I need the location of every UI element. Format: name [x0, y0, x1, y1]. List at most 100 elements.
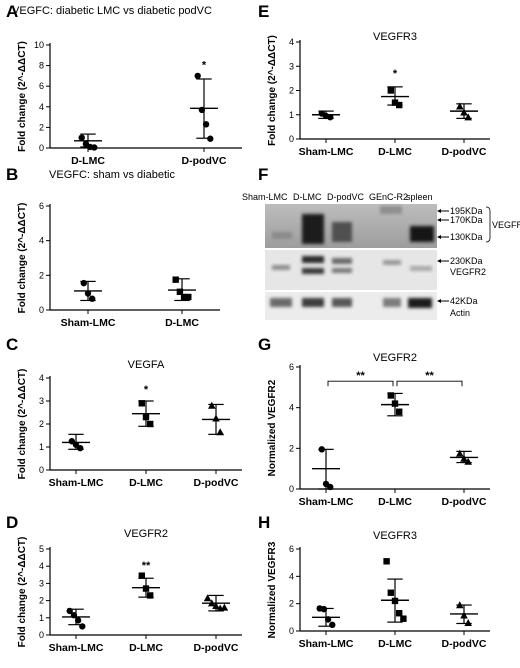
data-point: [216, 428, 224, 436]
y-axis-label: Fold change (2^-ΔΔCT): [267, 35, 278, 146]
y-axis-label: Fold change (2^-ΔΔCT): [17, 537, 28, 648]
series-sham-lmc: [74, 279, 102, 302]
series-d-lmc: [132, 400, 160, 428]
y-tick-label: 4: [39, 236, 44, 246]
data-point: [142, 585, 150, 592]
chart-title: VEGFR3: [373, 530, 417, 542]
data-point: [391, 400, 399, 407]
y-tick-label: 4: [289, 403, 294, 413]
series-sham-lmc: [312, 446, 340, 491]
marker-arrow: [437, 259, 441, 263]
y-axis-label: Normalized VEGFR2: [267, 379, 278, 476]
data-point: [79, 623, 86, 630]
marker-arrow: [437, 218, 441, 222]
y-tick-label: 3: [39, 578, 44, 588]
data-point: [208, 599, 216, 607]
data-point: [387, 589, 394, 596]
data-point: [464, 457, 472, 465]
data-point: [212, 601, 220, 609]
marker-arrow: [437, 209, 441, 213]
blot-lane-label: D-LMC: [293, 192, 322, 202]
comparison-bracket: [327, 380, 394, 387]
panel-label-h: H: [258, 513, 270, 532]
data-point: [84, 290, 92, 297]
y-tick-label: 4: [39, 561, 44, 571]
x-category-label: Sham-LMC: [49, 642, 104, 654]
y-axis-label: Fold change (2^-ΔΔCT): [17, 41, 28, 152]
panel-label-g: G: [258, 335, 271, 354]
chart-title: VEGFR2: [373, 352, 417, 364]
x-category-label: D-LMC: [165, 317, 199, 329]
blot-lane-label: GEnC-R2: [369, 192, 408, 202]
data-point: [74, 617, 82, 624]
data-point: [203, 594, 212, 602]
blot-band: [332, 222, 352, 242]
data-point: [320, 605, 328, 613]
y-tick-label: 2: [39, 419, 44, 429]
y-tick-label: 6: [289, 544, 294, 554]
blot-band: [380, 206, 402, 214]
y-tick-label: 2: [39, 122, 44, 132]
data-point: [212, 414, 220, 422]
significance-marker: *: [202, 60, 207, 72]
x-category-label: D-podVC: [442, 146, 487, 158]
panel-label-e: E: [258, 2, 269, 21]
y-tick-label: 0: [289, 626, 294, 636]
significance-marker: **: [425, 370, 434, 382]
series-d-podvc: [202, 401, 230, 436]
data-point: [387, 87, 394, 94]
series-d-lmc: [168, 276, 196, 302]
panel-label-c: C: [6, 335, 18, 354]
x-category-label: D-podVC: [194, 642, 239, 654]
data-point: [80, 279, 88, 287]
y-tick-label: 6: [289, 362, 294, 372]
data-point: [78, 134, 85, 141]
series-d-podvc: [202, 594, 230, 612]
data-point: [456, 449, 464, 457]
significance-marker: *: [393, 68, 398, 80]
chart-panel-d: VEGFR2 0 1 2 3 4 5 Fold change (2^-ΔΔCT) Sham-LM…: [17, 528, 242, 654]
data-point: [172, 276, 179, 283]
chart-title: VEGFC: sham vs diabetic: [49, 169, 175, 181]
y-tick-label: 2: [39, 270, 44, 280]
blot-band: [302, 256, 324, 263]
y-tick-label: 0: [39, 465, 44, 475]
blot-lane-label: spleen: [406, 192, 433, 202]
data-point: [77, 444, 84, 452]
y-tick-label: 6: [39, 81, 44, 91]
data-point: [202, 121, 210, 128]
blot-band: [332, 298, 352, 307]
x-category-label: D-podVC: [442, 638, 487, 650]
y-tick-label: 0: [289, 484, 294, 494]
data-point: [207, 135, 214, 142]
series-d-lmc: [381, 392, 409, 417]
data-point: [180, 293, 188, 301]
y-tick-label: 1: [39, 442, 44, 452]
y-tick-label: 0: [39, 630, 44, 640]
series-d-lmc: [381, 86, 409, 109]
blot-band: [332, 258, 352, 264]
data-point: [185, 293, 192, 301]
panel-label-f: F: [258, 165, 268, 184]
chart-title: VEGFR3: [373, 31, 417, 43]
data-point: [70, 612, 78, 619]
data-point: [460, 454, 468, 462]
blot-band: [302, 298, 324, 307]
blot-lane-label: Sham-LMC: [242, 192, 288, 202]
x-category-label: Sham-LMC: [61, 317, 116, 329]
y-tick-label: 0: [289, 134, 294, 144]
series-sham-lmc: [312, 110, 340, 121]
y-tick-label: 2: [289, 86, 294, 96]
chart-panel-g: VEGFR2 0 2 4 6 Normalized VEGFR2 Sham-LMC D-LMC…: [267, 352, 490, 508]
chart-panel-c: VEGFA 0 1 2 3 4 Fold change (2^-ΔΔCT) Sham-LMC D…: [17, 359, 242, 489]
data-point: [464, 113, 472, 121]
chart-title: VEGFC: diabetic LMC vs diabetic podVC: [12, 5, 212, 17]
significance-marker: **: [142, 560, 151, 572]
y-axis-label: Normalized VEGFR3: [267, 541, 278, 638]
blot-lane-label: D-podVC: [327, 192, 365, 202]
marker-arrow: [437, 299, 441, 303]
marker-arrow: [437, 235, 441, 239]
x-category-label: Sham-LMC: [299, 496, 354, 508]
data-point: [176, 288, 184, 295]
y-axis-label: Fold change (2^-ΔΔCT): [17, 369, 28, 480]
